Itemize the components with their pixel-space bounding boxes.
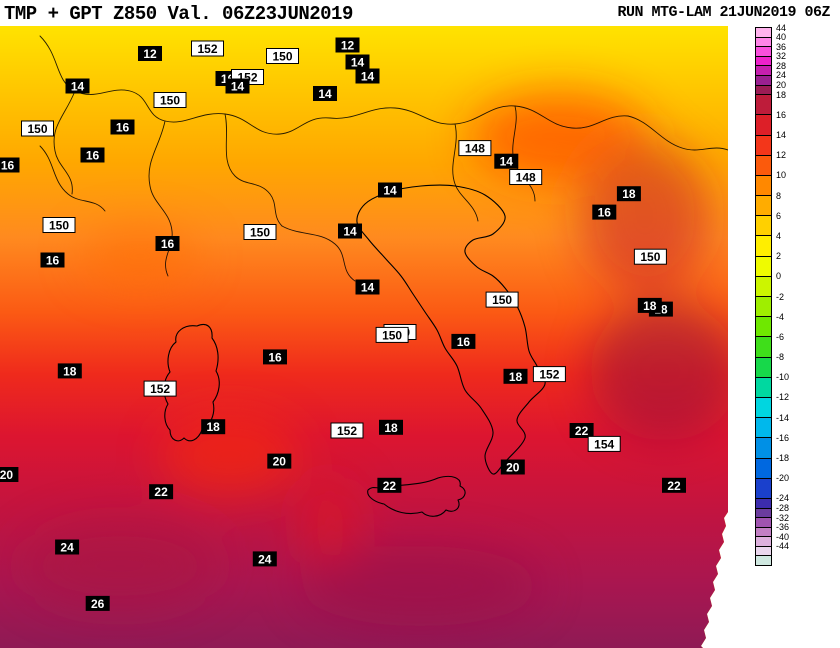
svg-text:20: 20 — [273, 455, 287, 469]
svg-text:16: 16 — [598, 206, 612, 220]
svg-text:14: 14 — [351, 56, 365, 70]
svg-text:150: 150 — [160, 94, 180, 108]
svg-text:14: 14 — [361, 70, 375, 84]
svg-text:20: 20 — [0, 468, 13, 482]
svg-text:18: 18 — [509, 370, 523, 384]
svg-text:150: 150 — [27, 122, 47, 136]
svg-text:16: 16 — [268, 350, 282, 364]
svg-text:18: 18 — [63, 364, 77, 378]
svg-text:150: 150 — [640, 250, 660, 264]
svg-text:22: 22 — [383, 479, 397, 493]
svg-text:16: 16 — [116, 121, 130, 135]
svg-text:152: 152 — [150, 382, 170, 396]
svg-text:148: 148 — [465, 142, 485, 156]
svg-text:24: 24 — [258, 552, 272, 566]
svg-text:26: 26 — [91, 597, 105, 611]
svg-text:150: 150 — [49, 219, 69, 233]
svg-text:16: 16 — [46, 254, 60, 268]
svg-text:14: 14 — [231, 80, 245, 94]
svg-text:12: 12 — [143, 47, 157, 61]
svg-text:12: 12 — [341, 39, 355, 53]
svg-text:18: 18 — [384, 421, 398, 435]
svg-text:150: 150 — [272, 50, 292, 64]
svg-text:154: 154 — [594, 437, 614, 451]
svg-text:14: 14 — [71, 80, 85, 94]
svg-text:22: 22 — [154, 485, 168, 499]
svg-text:20: 20 — [506, 461, 520, 475]
svg-text:152: 152 — [197, 42, 217, 56]
svg-text:22: 22 — [667, 479, 681, 493]
svg-text:148: 148 — [516, 171, 536, 185]
svg-text:150: 150 — [492, 293, 512, 307]
svg-text:152: 152 — [539, 368, 559, 382]
svg-text:18: 18 — [622, 187, 636, 201]
svg-text:14: 14 — [383, 184, 397, 198]
svg-text:14: 14 — [318, 87, 332, 101]
svg-text:24: 24 — [60, 541, 74, 555]
svg-text:16: 16 — [86, 149, 100, 163]
svg-text:18: 18 — [643, 299, 657, 313]
svg-text:14: 14 — [361, 281, 375, 295]
svg-text:16: 16 — [161, 237, 175, 251]
svg-text:18: 18 — [207, 420, 221, 434]
svg-text:14: 14 — [343, 225, 357, 239]
svg-text:150: 150 — [250, 226, 270, 240]
svg-text:14: 14 — [500, 155, 514, 169]
svg-text:150: 150 — [382, 328, 402, 342]
svg-text:152: 152 — [337, 424, 357, 438]
svg-text:16: 16 — [457, 335, 471, 349]
svg-text:16: 16 — [1, 159, 15, 173]
svg-text:22: 22 — [575, 424, 589, 438]
